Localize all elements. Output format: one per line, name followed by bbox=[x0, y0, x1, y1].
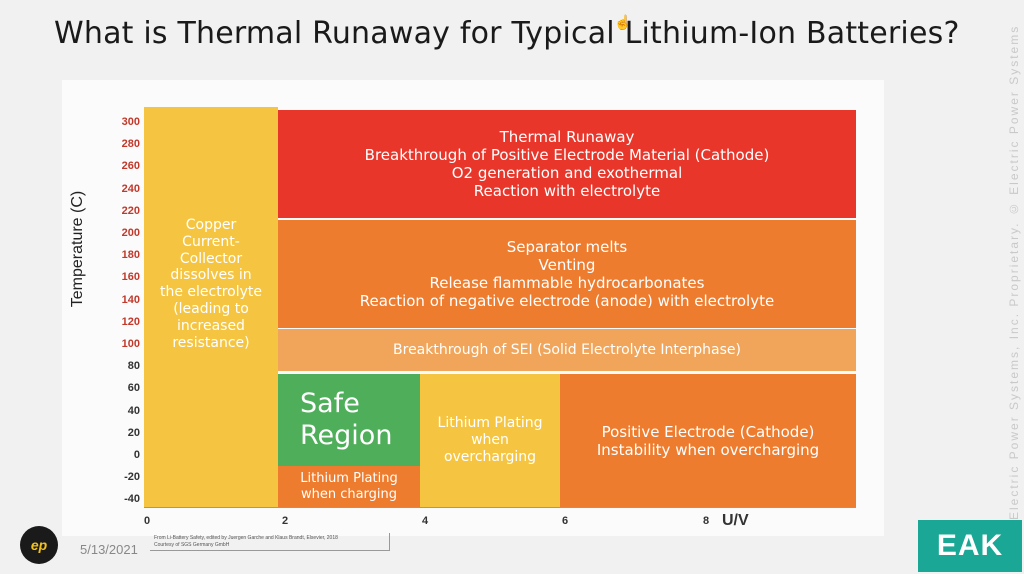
region-lithium-plating-charging: Lithium Plating when charging bbox=[278, 466, 420, 507]
y-tick-label: 40 bbox=[127, 404, 140, 417]
y-tick-label: 100 bbox=[121, 338, 140, 350]
x-tick-label: 4 bbox=[422, 515, 429, 527]
mouse-cursor-icon: ☝ bbox=[614, 14, 632, 30]
slide-title: What is Thermal Runaway for Typical Lith… bbox=[54, 16, 960, 51]
y-tick-label: 200 bbox=[121, 227, 140, 239]
region-copper-collector: Copper Current- Collector dissolves in t… bbox=[144, 107, 278, 507]
x-axis-label: U/V bbox=[722, 512, 749, 529]
region-sei-text: Breakthrough of SEI (Solid Electrolyte I… bbox=[393, 341, 741, 358]
y-tick-label: 160 bbox=[121, 271, 140, 284]
eak-logo: EAK bbox=[918, 520, 1022, 572]
region-cathode-text: Positive Electrode (Cathode) Instability… bbox=[596, 422, 820, 459]
region-lithium-plating-charging-text: Lithium Plating when charging bbox=[300, 470, 398, 502]
y-tick-label: 0 bbox=[133, 449, 140, 461]
region-cathode-instability: Positive Electrode (Cathode) Instability… bbox=[560, 374, 856, 507]
ep-logo-text: ep bbox=[30, 537, 48, 553]
watermark: Electric Power Systems, Inc. Proprietary… bbox=[1007, 24, 1021, 520]
region-safe: Safe Region bbox=[278, 374, 420, 466]
y-tick-label: 280 bbox=[121, 138, 140, 151]
x-tick-label: 0 bbox=[144, 515, 151, 527]
y-tick-label: 140 bbox=[121, 293, 140, 306]
source-citation: From Li-Battery Safety, edited by Juerge… bbox=[150, 533, 390, 551]
y-tick-label: -40 bbox=[124, 493, 140, 506]
y-tick-label: 220 bbox=[121, 204, 140, 217]
y-tick-label: 180 bbox=[121, 249, 140, 262]
region-thermal-text: Thermal Runaway Breakthrough of Positive… bbox=[364, 128, 770, 200]
x-tick-label: 6 bbox=[562, 515, 569, 527]
region-sei-breakthrough: Breakthrough of SEI (Solid Electrolyte I… bbox=[278, 329, 856, 371]
y-tick-label: 240 bbox=[121, 182, 140, 195]
x-tick-label: 8 bbox=[703, 515, 710, 527]
region-separator-melts: Separator melts Venting Release flammabl… bbox=[278, 220, 856, 328]
ep-logo-icon: ep bbox=[20, 526, 58, 564]
region-lithium-plating-overcharging: Lithium Plating when overcharging bbox=[420, 374, 560, 507]
y-axis-label: Temperature (C) bbox=[69, 190, 86, 308]
y-tick-label: 260 bbox=[121, 160, 140, 173]
y-tick-label: 80 bbox=[127, 360, 140, 373]
slide-date: 5/13/2021 bbox=[80, 542, 138, 557]
y-tick-label: 120 bbox=[121, 315, 140, 328]
region-separator-text: Separator melts Venting Release flammabl… bbox=[359, 238, 775, 310]
region-copper-text: Copper Current- Collector dissolves in t… bbox=[159, 217, 263, 351]
region-lithium-plating-overcharging-text: Lithium Plating when overcharging bbox=[437, 415, 543, 465]
y-tick-label: -20 bbox=[124, 471, 140, 484]
y-tick-label: 20 bbox=[127, 426, 140, 439]
region-thermal-runaway: Thermal Runaway Breakthrough of Positive… bbox=[278, 110, 856, 218]
x-tick-label: 2 bbox=[282, 515, 289, 527]
y-tick-label: 60 bbox=[127, 382, 140, 395]
x-axis-line bbox=[144, 507, 856, 508]
y-tick-label: 300 bbox=[121, 116, 140, 128]
region-safe-text: Safe Region bbox=[300, 387, 393, 451]
